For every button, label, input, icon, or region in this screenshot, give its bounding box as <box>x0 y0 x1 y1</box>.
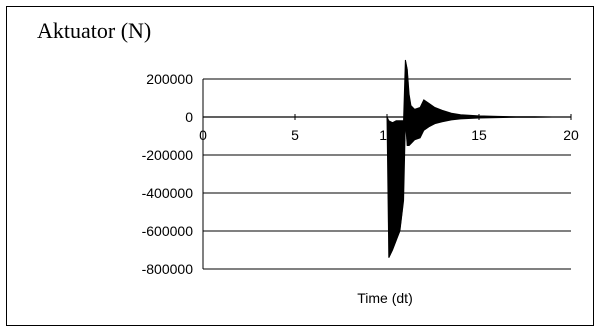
axes <box>202 79 572 269</box>
y-tick-label: -400000 <box>142 185 194 201</box>
y-tick-label: 0 <box>185 109 193 125</box>
x-tick-label: 5 <box>291 127 299 143</box>
y-tick-label: -600000 <box>142 223 194 239</box>
x-tick-label: 0 <box>199 127 207 143</box>
y-tick-labels: 200000 0 -200000 -400000 -600000 -800000 <box>142 71 194 277</box>
series-layer <box>386 59 553 258</box>
chart-frame: Aktuator (N) 200000 0 -200000 -400000 -60000… <box>6 6 594 326</box>
x-axis-label: Time (dt) <box>357 290 412 306</box>
y-tick-label: 200000 <box>146 71 193 87</box>
y-tick-label: -200000 <box>142 147 194 163</box>
gridlines <box>203 78 571 270</box>
x-tick-label: 20 <box>563 127 579 143</box>
x-tick-label: 15 <box>471 127 487 143</box>
y-tick-label: -800000 <box>142 261 194 277</box>
chart-title: Aktuator (N) <box>37 18 151 43</box>
series-envelope <box>386 59 553 258</box>
chart-svg: Aktuator (N) 200000 0 -200000 -400000 -60000… <box>37 18 579 306</box>
